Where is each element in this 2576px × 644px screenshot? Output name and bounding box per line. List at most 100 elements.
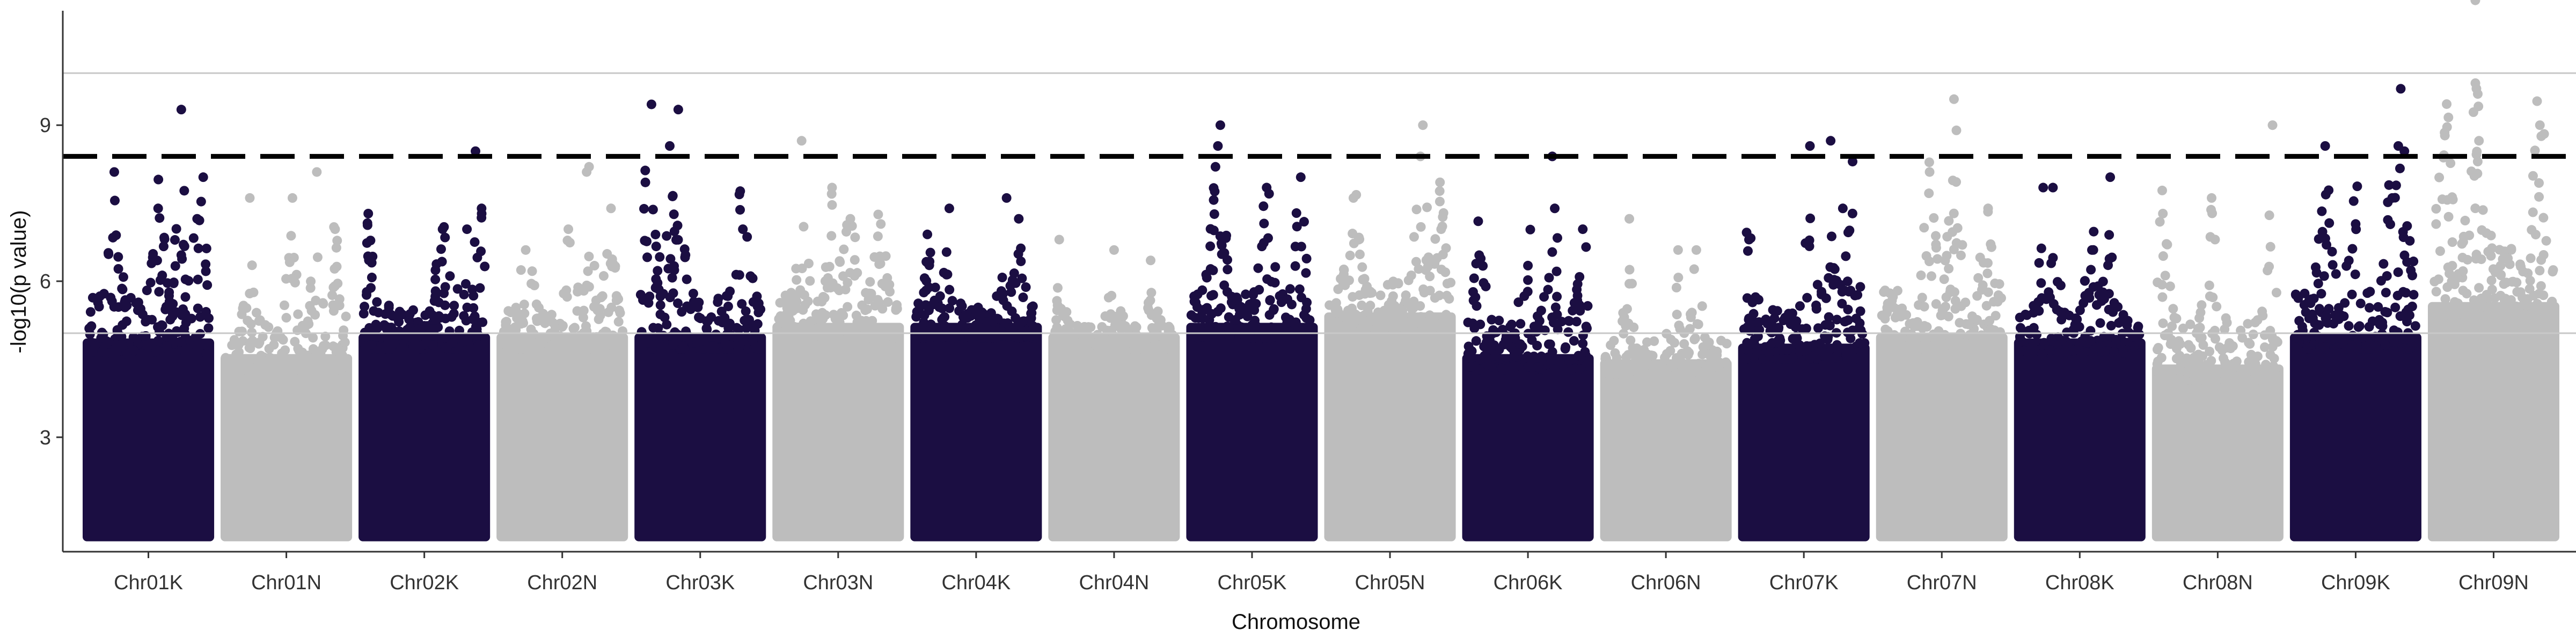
dense-points-Chr09K (2289, 333, 2421, 541)
point (2431, 287, 2441, 297)
point (655, 309, 665, 319)
point (2319, 342, 2330, 353)
point (869, 252, 880, 262)
point (1917, 292, 1927, 303)
peak-point (363, 209, 374, 218)
point (367, 258, 377, 268)
point (2210, 235, 2220, 245)
point (1544, 273, 1554, 283)
point (558, 320, 568, 331)
point (1487, 314, 1497, 325)
point (2472, 157, 2483, 167)
point (780, 290, 791, 301)
point (2443, 211, 2454, 222)
point (2431, 311, 2441, 321)
point (1146, 288, 1157, 298)
point (2198, 340, 2208, 350)
point (2080, 276, 2090, 286)
point (101, 348, 111, 358)
point (2398, 232, 2409, 243)
point (1267, 276, 1277, 287)
point (958, 312, 968, 322)
point (547, 317, 558, 327)
point (2382, 271, 2392, 281)
peak-point (1951, 125, 1962, 135)
point (159, 232, 169, 243)
point (791, 264, 801, 274)
series-Chr04N (1048, 235, 1180, 541)
point (1088, 338, 1098, 348)
point (2157, 185, 2167, 195)
peak-point (664, 141, 675, 151)
point (1927, 341, 1937, 351)
point (1921, 251, 1931, 261)
point (85, 307, 96, 317)
point (706, 312, 716, 323)
point (2395, 311, 2405, 321)
point (177, 254, 187, 264)
point (2205, 346, 2215, 356)
point (180, 292, 191, 302)
point (1208, 290, 1218, 300)
point (2380, 306, 2390, 317)
point (158, 241, 169, 252)
point (1764, 349, 1774, 359)
point (1751, 292, 1761, 302)
point (1841, 251, 1851, 261)
point (1242, 311, 1253, 321)
peak-point (1624, 214, 1635, 224)
point (1931, 299, 1941, 309)
point (1003, 332, 1013, 342)
point (930, 282, 940, 292)
point (1601, 368, 1611, 378)
peak-point (646, 99, 656, 109)
point (2104, 230, 2114, 240)
point (113, 264, 123, 274)
point (1944, 216, 1954, 226)
point (1411, 257, 1421, 267)
point (196, 196, 206, 207)
point (2544, 309, 2555, 319)
point (591, 295, 601, 305)
point (811, 309, 821, 319)
point (725, 340, 735, 350)
point (2015, 312, 2025, 323)
point (1372, 320, 1382, 331)
point (175, 336, 186, 347)
point (202, 280, 213, 290)
point (1435, 196, 1445, 207)
point (2379, 259, 2389, 269)
point (1363, 306, 1373, 317)
series-Chr07K (1738, 136, 1870, 541)
point (1285, 284, 1295, 294)
point (362, 218, 372, 228)
point (195, 312, 205, 322)
point (380, 309, 390, 319)
point (369, 326, 379, 336)
peak-point (245, 193, 255, 203)
point (1773, 336, 1783, 346)
point (1241, 329, 1251, 339)
point (1568, 305, 1578, 316)
point (1887, 296, 1897, 306)
point (1812, 280, 1823, 290)
point (1524, 362, 1534, 372)
point (201, 349, 211, 359)
point (875, 259, 885, 269)
point (1638, 370, 1649, 380)
peak-point (1001, 193, 1012, 203)
point (1110, 341, 1121, 351)
point (2265, 350, 2275, 360)
peak-point (477, 203, 487, 214)
point (841, 326, 851, 336)
point (742, 232, 752, 242)
point (1922, 322, 1932, 332)
point (1269, 304, 1279, 314)
point (1547, 347, 1557, 357)
point (416, 341, 427, 351)
point (2210, 334, 2220, 344)
point (1679, 339, 1689, 349)
point (1052, 322, 1062, 332)
x-tick-label: Chr01K (114, 572, 183, 594)
point (1294, 284, 1305, 294)
